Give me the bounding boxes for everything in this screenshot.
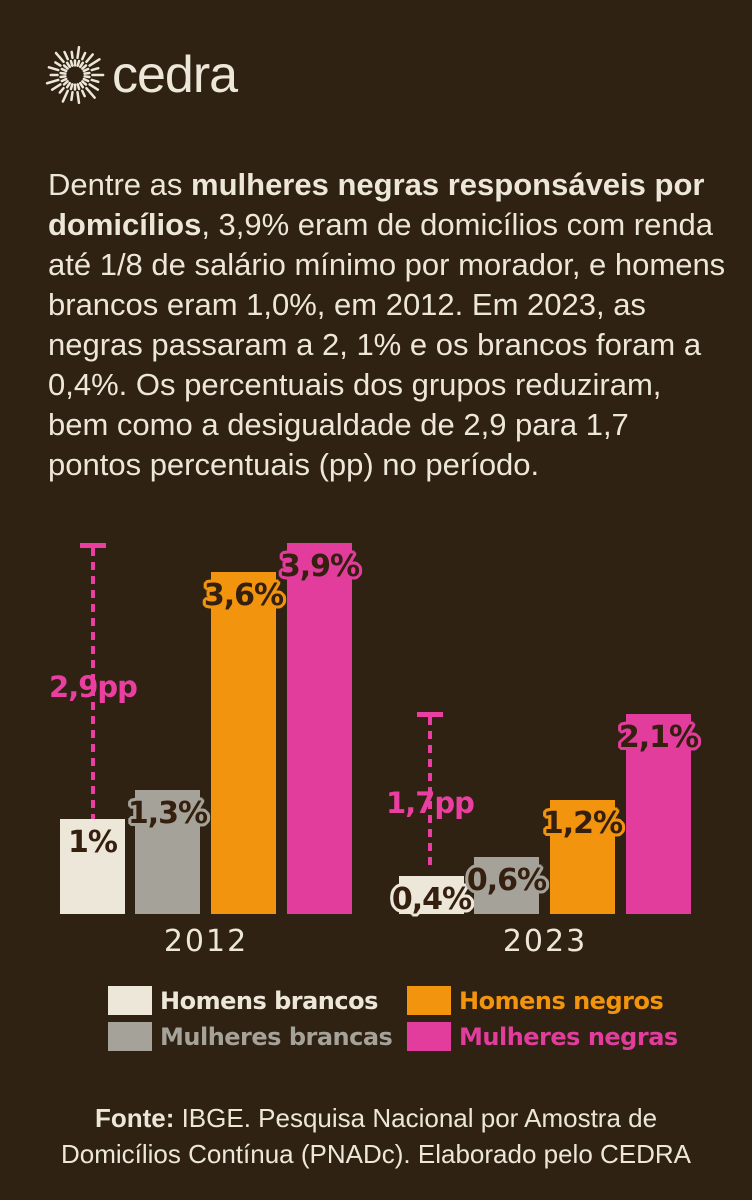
bar-2023-homens-brancos: 0,4%: [392, 876, 472, 917]
legend-item-homens-brancos: Homens brancos: [108, 986, 378, 1015]
legend-label-mulheres-negras: Mulheres negras: [459, 1022, 678, 1051]
legend-swatch-mulheres-negras: [407, 1022, 451, 1051]
bar-value-label: 0,4%: [391, 882, 472, 917]
intro-paragraph: Dentre as mulheres negras responsáveis p…: [48, 165, 726, 485]
bar-value-label: 1,3%: [127, 796, 208, 831]
bar-2012-mulheres-brancas: 1,3%: [128, 790, 208, 914]
source-text-line2: Domicílios Contínua (PNADc). Elaborado p…: [60, 1139, 692, 1169]
legend-swatch-homens-brancos: [108, 986, 152, 1015]
gap-label-2012: 2,9pp: [49, 670, 138, 704]
bar-value-label: 3,6%: [203, 578, 284, 613]
axis-label-2012: 2012: [163, 924, 249, 959]
gap-cap-2012: [80, 543, 106, 548]
legend-label-homens-brancos: Homens brancos: [160, 986, 378, 1015]
starburst-icon: [45, 45, 105, 105]
legend-item-homens-negros: Homens negros: [407, 986, 664, 1015]
bar-value-label: 1,2%: [542, 806, 623, 841]
intro-text-bold: mulheres negras responsáveis por domicíl…: [48, 167, 705, 242]
bar-chart: 2,9pp 1,7pp 2012 2023 1% 1,3% 3,6% 3,9% 0,4%…: [0, 520, 752, 980]
bar-2023-homens-negros: 1,2%: [543, 800, 623, 914]
legend-item-mulheres-brancas: Mulheres brancas: [108, 1022, 393, 1051]
legend-swatch-homens-negros: [407, 986, 451, 1015]
axis-label-2023: 2023: [502, 924, 588, 959]
cedra-logo: cedra: [44, 44, 238, 106]
bar-value-label: 1%: [68, 825, 118, 860]
gap-line-2012: [91, 548, 95, 819]
legend-label-mulheres-brancas: Mulheres brancas: [160, 1022, 393, 1051]
legend-item-mulheres-negras: Mulheres negras: [407, 1022, 678, 1051]
bar-value-label: 3,9%: [279, 549, 360, 584]
intro-text-start: Dentre as: [48, 167, 192, 202]
gap-cap-2023: [417, 712, 443, 717]
source-label: Fonte:: [94, 1103, 175, 1133]
bar-2023-mulheres-negras: 2,1%: [619, 714, 699, 914]
legend-swatch-mulheres-brancas: [108, 1022, 152, 1051]
bar-2012-mulheres-negras: 3,9%: [280, 543, 360, 914]
intro-text-rest: , 3,9% eram de domicílios com renda até …: [48, 207, 726, 482]
source-text-line1: IBGE. Pesquisa Nacional por Amostra de: [174, 1103, 658, 1133]
legend-label-homens-negros: Homens negros: [459, 986, 664, 1015]
bar-2012-homens-brancos: 1%: [60, 819, 125, 914]
gap-label-2023: 1,7pp: [386, 786, 475, 820]
bar-value-label: 0,6%: [466, 863, 547, 898]
bar-value-label: 2,1%: [618, 720, 699, 755]
bar-2023-mulheres-brancas: 0,6%: [467, 857, 547, 914]
source-note: Fonte: IBGE. Pesquisa Nacional por Amost…: [0, 1100, 752, 1172]
gap-line-2023: [428, 717, 432, 868]
bar-2012-homens-negros: 3,6%: [204, 572, 284, 914]
brand-name: cedra: [112, 46, 238, 104]
